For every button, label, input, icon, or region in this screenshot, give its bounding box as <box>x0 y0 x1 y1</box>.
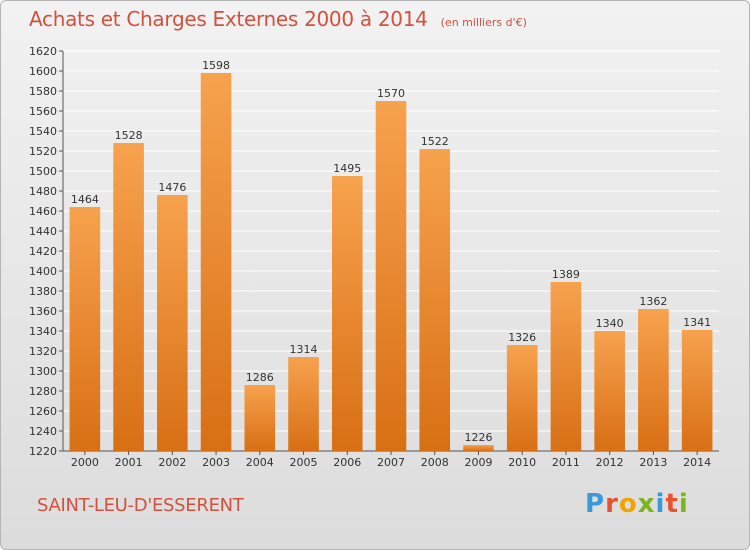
bar <box>288 357 319 451</box>
x-tick-label: 2010 <box>508 456 536 469</box>
bar-value-label: 1389 <box>552 268 580 281</box>
logo-letter: t <box>665 489 679 519</box>
x-tick-label: 2014 <box>683 456 711 469</box>
y-tick-label: 1340 <box>29 325 57 338</box>
x-tick-label: 2013 <box>639 456 667 469</box>
proxiti-logo: Proxiti <box>585 489 689 519</box>
bar <box>244 385 276 451</box>
y-tick-label: 1280 <box>29 385 57 398</box>
x-tick-label: 2009 <box>464 456 492 469</box>
town-name: SAINT-LEU-D'ESSERENT <box>37 495 244 516</box>
bar <box>463 445 494 451</box>
bar-value-label: 1522 <box>421 135 449 148</box>
y-tick-label: 1520 <box>29 145 57 158</box>
logo-letter: x <box>637 489 656 519</box>
y-tick-label: 1500 <box>29 165 57 178</box>
y-tick-label: 1580 <box>29 85 57 98</box>
bar-value-label: 1476 <box>158 181 186 194</box>
bar-value-label: 1570 <box>377 87 405 100</box>
bar-value-label: 1598 <box>202 59 230 72</box>
bar <box>506 345 538 451</box>
chart-title: Achats et Charges Externes 2000 à 2014 <box>29 7 428 31</box>
y-tick-label: 1380 <box>29 285 57 298</box>
x-tick-label: 2012 <box>596 456 624 469</box>
bar <box>157 195 188 451</box>
bar <box>331 176 363 451</box>
logo-letter: o <box>618 489 638 519</box>
bar <box>594 331 625 451</box>
bar <box>681 330 713 451</box>
bar <box>419 149 451 451</box>
x-tick-label: 2005 <box>290 456 318 469</box>
y-tick-label: 1540 <box>29 125 57 138</box>
y-tick-label: 1460 <box>29 205 57 218</box>
y-tick-label: 1560 <box>29 105 57 118</box>
y-tick-label: 1420 <box>29 245 57 258</box>
bar <box>638 309 669 451</box>
y-tick-label: 1240 <box>29 425 57 438</box>
y-tick-label: 1400 <box>29 265 57 278</box>
bar-value-label: 1341 <box>683 316 711 329</box>
y-tick-label: 1480 <box>29 185 57 198</box>
y-tick-label: 1300 <box>29 365 57 378</box>
y-tick-label: 1320 <box>29 345 57 358</box>
y-tick-label: 1260 <box>29 405 57 418</box>
y-tick-label: 1600 <box>29 65 57 78</box>
bar-value-label: 1528 <box>115 129 143 142</box>
y-tick-label: 1440 <box>29 225 57 238</box>
y-tick-label: 1220 <box>29 445 57 458</box>
title-row: Achats et Charges Externes 2000 à 2014 (… <box>29 7 527 31</box>
x-tick-label: 2008 <box>421 456 449 469</box>
x-tick-label: 2000 <box>71 456 99 469</box>
bar <box>550 282 582 451</box>
bar-value-label: 1362 <box>639 295 667 308</box>
bar <box>200 73 232 451</box>
x-tick-label: 2011 <box>552 456 580 469</box>
x-tick-label: 2003 <box>202 456 230 469</box>
bar-value-label: 1495 <box>333 162 361 175</box>
bar-value-label: 1340 <box>596 317 624 330</box>
logo-letter: i <box>678 489 689 519</box>
x-tick-label: 2001 <box>115 456 143 469</box>
bar <box>113 143 144 451</box>
bar-value-label: 1226 <box>464 431 492 444</box>
logo-letter: P <box>585 489 606 519</box>
x-tick-label: 2007 <box>377 456 405 469</box>
x-tick-label: 2006 <box>333 456 361 469</box>
logo-letter: r <box>605 489 619 519</box>
bar-value-label: 1326 <box>508 331 536 344</box>
x-tick-label: 2004 <box>246 456 274 469</box>
bar-value-label: 1314 <box>290 343 318 356</box>
bar-value-label: 1286 <box>246 371 274 384</box>
bar <box>69 207 101 451</box>
y-tick-label: 1360 <box>29 305 57 318</box>
bar-value-label: 1464 <box>71 193 99 206</box>
logo-letter: i <box>655 489 666 519</box>
bar <box>375 101 407 451</box>
chart-subtitle: (en milliers d'€) <box>440 16 527 29</box>
x-tick-label: 2002 <box>158 456 186 469</box>
y-tick-label: 1620 <box>29 45 57 58</box>
